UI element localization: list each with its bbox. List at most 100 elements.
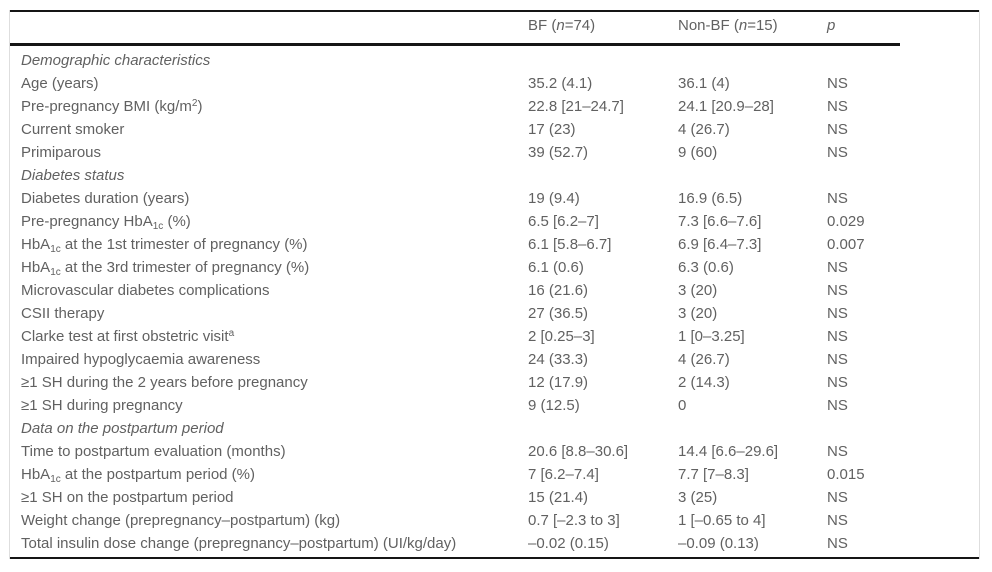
p-value: NS xyxy=(827,282,848,299)
row-label: Primiparous xyxy=(21,144,102,161)
section-row: Demographic characteristics xyxy=(9,46,979,72)
header-row: BF (n=74) Non-BF (n=15) p xyxy=(9,11,979,46)
p-value: NS xyxy=(827,328,848,345)
nonbf-value: 16.9 (6.5) xyxy=(678,190,743,207)
p-value: 0.029 xyxy=(827,213,865,230)
section-label: Demographic characteristics xyxy=(21,52,211,69)
table-row: ≥1 SH during the 2 years before pregnanc… xyxy=(9,371,979,394)
header-p-cell: p xyxy=(827,17,836,34)
table-row: Pre-pregnancy BMI (kg/m2) 22.8 [21–24.7]… xyxy=(9,95,979,118)
bf-value: 19 (9.4) xyxy=(528,190,580,207)
row-label: HbA1c at the postpartum period (%) xyxy=(21,466,256,485)
bf-value: 7 [6.2–7.4] xyxy=(528,466,599,483)
p-value: NS xyxy=(827,443,848,460)
bf-value: 12 (17.9) xyxy=(528,374,589,391)
p-value: NS xyxy=(827,121,848,138)
bf-value: 0.7 [–2.3 to 3] xyxy=(528,512,620,529)
table-row: Diabetes duration (years) 19 (9.4) 16.9 … xyxy=(9,187,979,210)
header-variable-cell xyxy=(9,11,528,46)
nonbf-value: 36.1 (4) xyxy=(678,75,730,92)
table-row: ≥1 SH during pregnancy 9 (12.5) 0 NS xyxy=(9,394,979,417)
bf-value: 35.2 (4.1) xyxy=(528,75,593,92)
row-label: Pre-pregnancy HbA1c (%) xyxy=(21,213,191,232)
table-bottom-rule xyxy=(9,557,979,559)
p-value: NS xyxy=(827,374,848,391)
bf-value: 17 (23) xyxy=(528,121,576,138)
bf-value: 27 (36.5) xyxy=(528,305,589,322)
table-row: Primiparous 39 (52.7) 9 (60) NS xyxy=(9,141,979,164)
row-label: ≥1 SH during the 2 years before pregnanc… xyxy=(21,374,308,391)
nonbf-value: 7.3 [6.6–7.6] xyxy=(678,213,762,230)
row-label: CSII therapy xyxy=(21,305,105,322)
row-label: Current smoker xyxy=(21,121,125,138)
table-row: CSII therapy 27 (36.5) 3 (20) NS xyxy=(9,302,979,325)
section-label: Data on the postpartum period xyxy=(21,420,224,437)
row-label: Total insulin dose change (prepregnancy–… xyxy=(21,535,457,552)
table-row: Microvascular diabetes complications 16 … xyxy=(9,279,979,302)
p-value: 0.007 xyxy=(827,236,865,253)
row-label: Impaired hypoglycaemia awareness xyxy=(21,351,261,368)
p-value: 0.015 xyxy=(827,466,865,483)
p-value: NS xyxy=(827,98,848,115)
p-value: NS xyxy=(827,512,848,529)
nonbf-value: 0 xyxy=(678,397,687,414)
table-row: Weight change (prepregnancy–postpartum) … xyxy=(9,509,979,532)
p-value: NS xyxy=(827,144,848,161)
table-top-rule xyxy=(9,10,979,12)
header-nonbf-cell: Non-BF (n=15) xyxy=(678,17,778,34)
nonbf-value: 4 (26.7) xyxy=(678,351,730,368)
table-row: Current smoker 17 (23) 4 (26.7) NS xyxy=(9,118,979,141)
table-left-border xyxy=(9,10,10,559)
nonbf-value: 3 (20) xyxy=(678,282,718,299)
p-value: NS xyxy=(827,351,848,368)
table-row: Impaired hypoglycaemia awareness 24 (33.… xyxy=(9,348,979,371)
bf-value: 15 (21.4) xyxy=(528,489,589,506)
table-row: ≥1 SH on the postpartum period 15 (21.4)… xyxy=(9,486,979,509)
section-row: Data on the postpartum period xyxy=(9,417,979,440)
bf-value: –0.02 (0.15) xyxy=(528,535,609,552)
bf-value: 22.8 [21–24.7] xyxy=(528,98,624,115)
row-label: HbA1c at the 3rd trimester of pregnancy … xyxy=(21,259,310,278)
row-label: Diabetes duration (years) xyxy=(21,190,190,207)
nonbf-value: 9 (60) xyxy=(678,144,718,161)
nonbf-value: 4 (26.7) xyxy=(678,121,730,138)
row-label: HbA1c at the 1st trimester of pregnancy … xyxy=(21,236,308,255)
nonbf-value: 7.7 [7–8.3] xyxy=(678,466,749,483)
clinical-characteristics-table: BF (n=74) Non-BF (n=15) p Demographic ch… xyxy=(9,11,979,555)
nonbf-value: 3 (25) xyxy=(678,489,718,506)
table-row: HbA1c at the 3rd trimester of pregnancy … xyxy=(9,256,979,279)
row-label: Weight change (prepregnancy–postpartum) … xyxy=(21,512,341,529)
nonbf-value: 1 [–0.65 to 4] xyxy=(678,512,766,529)
table-row: Total insulin dose change (prepregnancy–… xyxy=(9,532,979,555)
bf-value: 6.5 [6.2–7] xyxy=(528,213,599,230)
row-label: ≥1 SH on the postpartum period xyxy=(21,489,234,506)
section-row: Diabetes status xyxy=(9,164,979,187)
nonbf-value: 24.1 [20.9–28] xyxy=(678,98,774,115)
p-value: NS xyxy=(827,489,848,506)
nonbf-value: 6.9 [6.4–7.3] xyxy=(678,236,762,253)
bf-value: 2 [0.25–3] xyxy=(528,328,595,345)
section-label: Diabetes status xyxy=(21,167,125,184)
table-row: Age (years) 35.2 (4.1) 36.1 (4) NS xyxy=(9,72,979,95)
row-label: Time to postpartum evaluation (months) xyxy=(21,443,286,460)
p-value: NS xyxy=(827,259,848,276)
nonbf-value: –0.09 (0.13) xyxy=(678,535,759,552)
bf-value: 9 (12.5) xyxy=(528,397,580,414)
nonbf-value: 2 (14.3) xyxy=(678,374,730,391)
header-bf-cell: BF (n=74) xyxy=(528,17,596,34)
p-value: NS xyxy=(827,305,848,322)
p-value: NS xyxy=(827,190,848,207)
nonbf-value: 6.3 (0.6) xyxy=(678,259,734,276)
p-value: NS xyxy=(827,535,848,552)
row-label: Age (years) xyxy=(21,75,99,92)
table-right-border xyxy=(979,10,980,559)
header-divider-rule xyxy=(9,43,900,46)
row-label: ≥1 SH during pregnancy xyxy=(21,397,183,414)
nonbf-value: 14.4 [6.6–29.6] xyxy=(678,443,779,460)
row-label: Microvascular diabetes complications xyxy=(21,282,270,299)
table-row: HbA1c at the 1st trimester of pregnancy … xyxy=(9,233,979,256)
p-value: NS xyxy=(827,75,848,92)
bf-value: 39 (52.7) xyxy=(528,144,589,161)
table-row: Clarke test at first obstetric visita 2 … xyxy=(9,325,979,348)
